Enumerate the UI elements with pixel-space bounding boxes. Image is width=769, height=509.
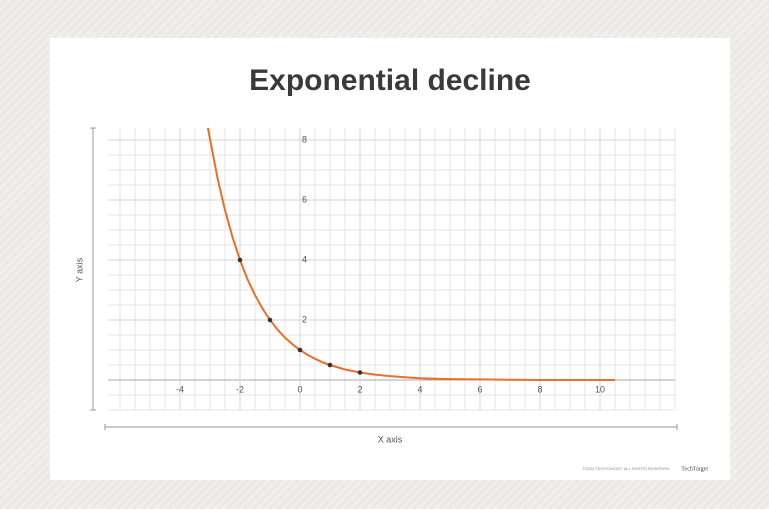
point: [327, 362, 333, 368]
point: [237, 257, 243, 263]
footer: ©2022 TECHTARGET. ALL RIGHTS RESERVED: [583, 466, 671, 471]
x-tick-label: -4: [176, 384, 184, 394]
x-tick-label: 4: [417, 384, 422, 394]
brand: TechTarget: [681, 466, 708, 472]
x-tick-label: 0: [297, 384, 302, 394]
x-tick-label: 10: [595, 384, 605, 394]
x-tick-label: -2: [236, 384, 244, 394]
point: [297, 347, 303, 353]
y-tick-label: 6: [302, 194, 307, 204]
y-tick-label: 4: [302, 254, 307, 264]
x-tick-label: 8: [537, 384, 542, 394]
y-axis-label: Y axis: [74, 257, 84, 282]
x-tick-label: 6: [477, 384, 482, 394]
curve: [206, 127, 615, 381]
point: [357, 370, 363, 375]
y-tick-label: 8: [302, 134, 307, 144]
y-tick-label: 2: [302, 314, 307, 324]
x-tick-label: 2: [357, 384, 362, 394]
x-axis-label: X axis: [378, 434, 403, 444]
chart-title: Exponential decline: [249, 64, 531, 97]
point: [267, 317, 273, 323]
